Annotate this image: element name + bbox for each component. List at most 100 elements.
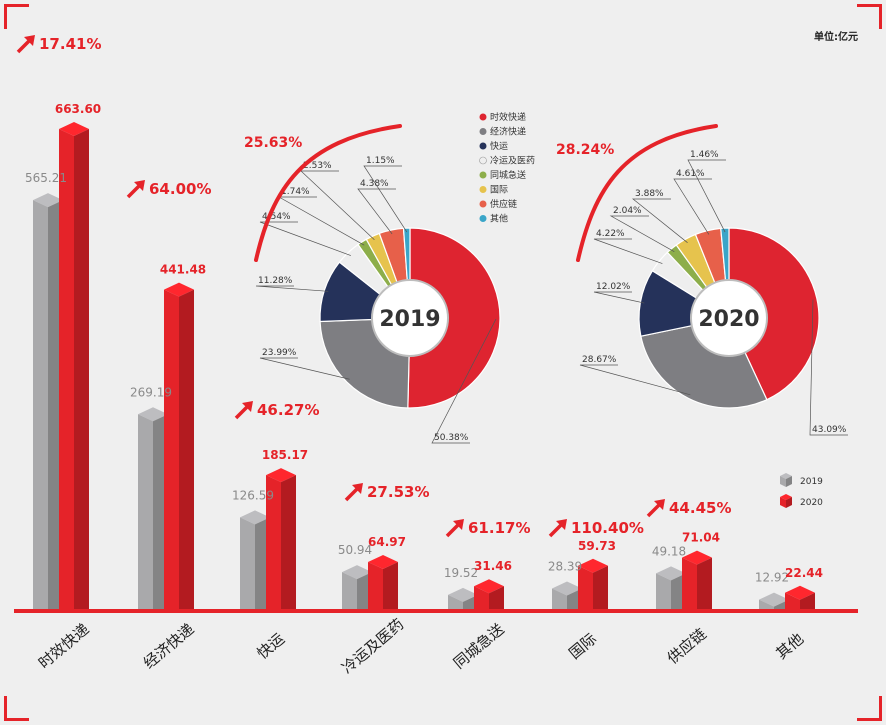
bar-2019 [138, 407, 168, 609]
growth-arc [576, 124, 718, 262]
legend-dot-icon [479, 171, 487, 179]
bar-2019 [33, 193, 63, 610]
leader-line [687, 159, 726, 233]
leader-line [593, 291, 645, 304]
legend-dot-icon [479, 113, 487, 121]
value-label-2019: 19.52 [444, 566, 478, 580]
pie-value-label: 11.28% [258, 276, 293, 286]
pie-value-label: 1.74% [281, 187, 310, 197]
growth-arrow-icon [548, 519, 567, 538]
pie-value-label: 4.38% [360, 179, 389, 189]
value-label-2019: 50.94 [338, 543, 372, 557]
pie-year-label: 2019 [379, 307, 440, 332]
leader-line [809, 299, 848, 436]
value-label-2019: 565.21 [25, 171, 67, 185]
value-label-2020: 31.46 [474, 559, 512, 573]
growth-arc [254, 124, 402, 262]
bar-legend-label: 2020 [800, 498, 823, 508]
bar-2020 [266, 468, 296, 609]
pie-value-label: 4.22% [596, 229, 625, 239]
pie-legend-label: 经济快递 [490, 126, 526, 138]
bar-2019 [552, 581, 582, 609]
growth-label: 44.45% [669, 499, 731, 517]
pie-growth-label: 28.24% [556, 142, 614, 158]
category-label: 供应链 [664, 625, 710, 668]
pie-value-label: 1.46% [690, 150, 719, 160]
category-label: 时效快递 [35, 620, 93, 672]
leader-line [255, 285, 329, 292]
pie-legend-label: 同城急送 [490, 169, 526, 181]
growth-label: 17.41% [39, 35, 101, 53]
value-label-2019: 126.59 [232, 488, 274, 502]
pie-value-label: 4.61% [676, 169, 705, 179]
pie-legend-label: 时效快递 [490, 111, 526, 123]
bar-2020 [368, 555, 398, 609]
pie-value-label: 28.67% [582, 355, 617, 365]
leader-line [431, 318, 497, 444]
legend-dot-icon [479, 200, 487, 208]
growth-label: 110.40% [571, 519, 644, 537]
pie-value-label: 50.38% [434, 433, 469, 443]
growth-label: 61.17% [468, 519, 530, 537]
growth-arrow-icon [126, 180, 145, 199]
pie-year-label: 2020 [698, 307, 759, 332]
pie-legend-label: 其他 [490, 213, 508, 225]
value-label-2019: 49.18 [652, 544, 686, 558]
bar-2019 [759, 592, 789, 609]
growth-arrow-icon [344, 483, 363, 502]
legend-dot-icon [479, 128, 487, 135]
growth-arrow-icon [16, 35, 35, 54]
legend-cube-icon [780, 473, 792, 487]
value-label-2020: 71.04 [682, 531, 720, 545]
bar-2020 [164, 282, 194, 609]
pie-legend-label: 供应链 [490, 198, 517, 210]
pie-legend-label: 冷运及医药 [490, 155, 535, 167]
leader-line [259, 357, 350, 380]
unit-label: 单位:亿元 [814, 32, 858, 43]
value-label-2019: 269.19 [130, 385, 172, 399]
value-label-2020: 441.48 [160, 263, 206, 277]
pie-growth-label: 25.63% [244, 135, 302, 151]
pie-value-label: 43.09% [812, 425, 847, 435]
bar-2019 [656, 566, 686, 609]
bar-2019 [240, 510, 270, 609]
growth-arrow-icon [646, 499, 665, 518]
leader-line [609, 215, 675, 252]
leader-line [363, 165, 408, 233]
pie-value-label: 2.53% [303, 161, 332, 171]
leader-line [593, 238, 663, 264]
bar-2020 [682, 550, 712, 609]
pie-legend-label: 快运 [490, 140, 508, 152]
baseline [14, 609, 858, 613]
legend-dot-icon [479, 156, 487, 165]
pie-value-label: 23.99% [262, 348, 297, 358]
value-label-2020: 185.17 [262, 448, 308, 462]
value-label-2019: 28.39 [548, 559, 582, 573]
pie-value-label: 4.54% [262, 212, 291, 222]
value-label-2019: 12.92 [755, 571, 789, 585]
legend-cube-icon [780, 494, 792, 508]
growth-label: 46.27% [257, 401, 319, 419]
value-label-2020: 22.44 [785, 566, 823, 580]
category-label: 经济快递 [140, 620, 198, 672]
pie-legend-label: 国际 [490, 185, 508, 196]
leader-line [357, 188, 396, 235]
category-label: 国际 [566, 630, 601, 663]
bar-2020 [59, 122, 89, 609]
frame-corner-bottom-right [857, 696, 882, 721]
growth-label: 64.00% [149, 180, 211, 198]
pie-value-label: 3.88% [635, 189, 664, 199]
leader-line [579, 364, 691, 396]
pie-value-label: 1.15% [366, 156, 395, 166]
frame-corner-top-right [857, 4, 882, 29]
bar-2020 [474, 579, 504, 609]
value-label-2020: 663.60 [55, 102, 101, 116]
category-label: 同城急送 [450, 620, 508, 672]
bar-2020 [578, 558, 608, 609]
legend-dot-icon [479, 186, 487, 193]
value-label-2020: 59.73 [578, 539, 616, 553]
legend-dot-icon [479, 142, 487, 150]
leader-line [259, 221, 351, 256]
